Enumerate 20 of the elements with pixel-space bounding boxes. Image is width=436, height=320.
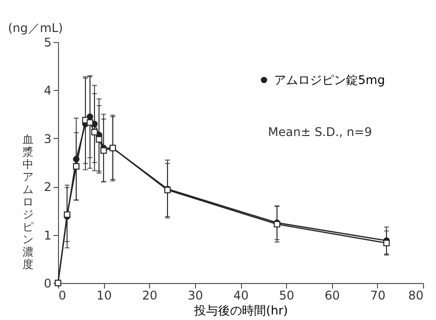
x-tick-label: 10 <box>96 288 112 302</box>
y-tick-label: 4 <box>44 84 52 98</box>
legend-label: アムロジピン錠5mg <box>274 73 385 87</box>
y-tick-label: 1 <box>44 228 52 242</box>
x-tick-label: 30 <box>188 288 204 302</box>
x-tick-label: 0 <box>58 288 66 302</box>
text: (ng／mL) <box>8 21 63 35</box>
x-tick-label: 70 <box>370 288 386 302</box>
x-tick-label: 80 <box>408 288 424 302</box>
annotation: Mean± S.D., n=9 <box>268 125 372 139</box>
y-tick-label: 3 <box>44 132 52 146</box>
x-tick-label: 60 <box>324 288 340 302</box>
x-tick-label: 50 <box>278 288 294 302</box>
x-axis-title: 投与後の時間(hr) <box>193 304 288 318</box>
x-tick-label: 40 <box>233 288 249 302</box>
x-tick-label: 20 <box>142 288 158 302</box>
y-tick-label: 5 <box>44 36 52 50</box>
y-tick-label: 2 <box>44 180 52 194</box>
text: 血漿中アムロジピン濃度 <box>22 133 34 271</box>
y-tick-label: 0 <box>44 276 52 290</box>
